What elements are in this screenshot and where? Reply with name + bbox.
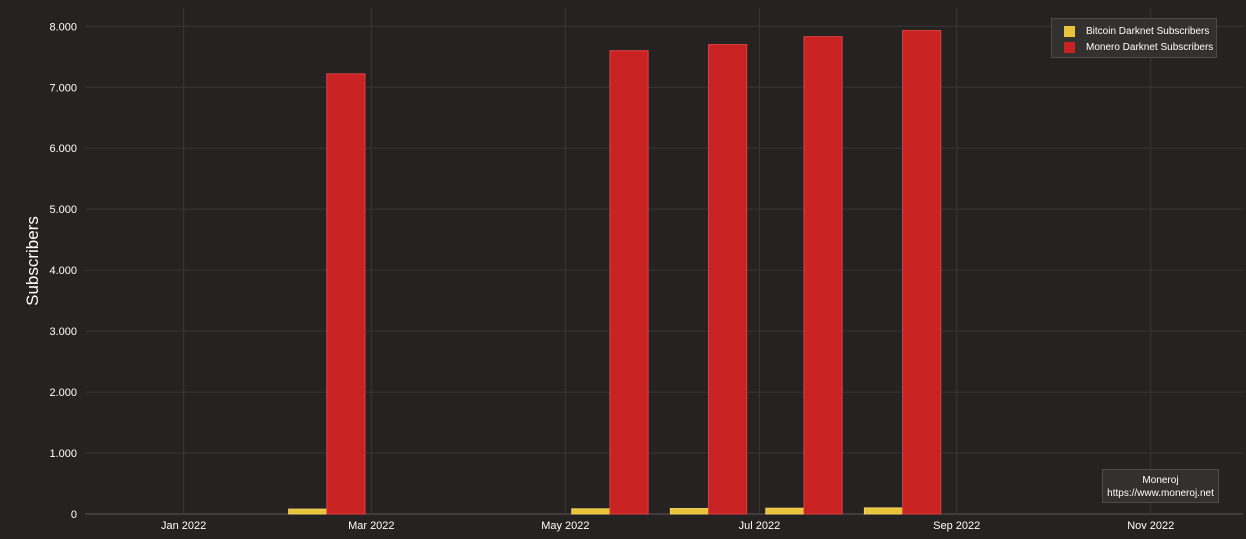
bar-monero bbox=[803, 36, 843, 515]
legend-swatch-bitcoin bbox=[1064, 25, 1075, 37]
bar-monero bbox=[326, 73, 366, 515]
bar-monero bbox=[609, 50, 649, 515]
y-tick-label: 7.000 bbox=[49, 82, 77, 94]
chart-legend: Bitcoin Darknet Subscribers Monero Darkn… bbox=[1051, 18, 1217, 58]
bar-bitcoin bbox=[765, 507, 805, 515]
bar-bitcoin bbox=[669, 508, 710, 515]
watermark-title: Moneroj bbox=[1142, 475, 1179, 486]
x-tick-label: Jan 2022 bbox=[161, 520, 206, 532]
bar-monero bbox=[708, 44, 748, 515]
y-tick-label: 1.000 bbox=[49, 448, 77, 460]
y-tick-label: 0 bbox=[71, 509, 77, 521]
y-tick-label: 8.000 bbox=[49, 21, 77, 33]
y-tick-label: 4.000 bbox=[49, 265, 77, 277]
y-tick-label: 2.000 bbox=[49, 387, 77, 399]
y-axis-title: Subscribers bbox=[23, 216, 42, 306]
bar-bitcoin bbox=[571, 508, 611, 515]
x-tick-label: Mar 2022 bbox=[348, 520, 394, 532]
watermark-url: https://www.moneroj.net bbox=[1107, 488, 1214, 499]
bar-monero bbox=[902, 30, 942, 515]
legend-item-monero[interactable]: Monero Darknet Subscribers bbox=[1064, 40, 1213, 54]
x-tick-label: May 2022 bbox=[541, 520, 589, 532]
watermark-box: Moneroj https://www.moneroj.net bbox=[1102, 469, 1219, 503]
x-tick-label: Jul 2022 bbox=[739, 520, 781, 532]
y-tick-label: 3.000 bbox=[49, 326, 77, 338]
bar-bitcoin bbox=[863, 507, 904, 515]
legend-item-bitcoin[interactable]: Bitcoin Darknet Subscribers bbox=[1064, 24, 1209, 38]
y-tick-label: 6.000 bbox=[49, 143, 77, 155]
legend-label-bitcoin: Bitcoin Darknet Subscribers bbox=[1086, 25, 1210, 37]
x-tick-label: Sep 2022 bbox=[933, 520, 980, 532]
y-tick-label: 5.000 bbox=[49, 204, 77, 216]
legend-label-monero: Monero Darknet Subscribers bbox=[1086, 41, 1214, 53]
legend-swatch-monero bbox=[1064, 41, 1075, 53]
x-tick-label: Nov 2022 bbox=[1127, 520, 1174, 532]
bar-bitcoin bbox=[288, 508, 328, 515]
